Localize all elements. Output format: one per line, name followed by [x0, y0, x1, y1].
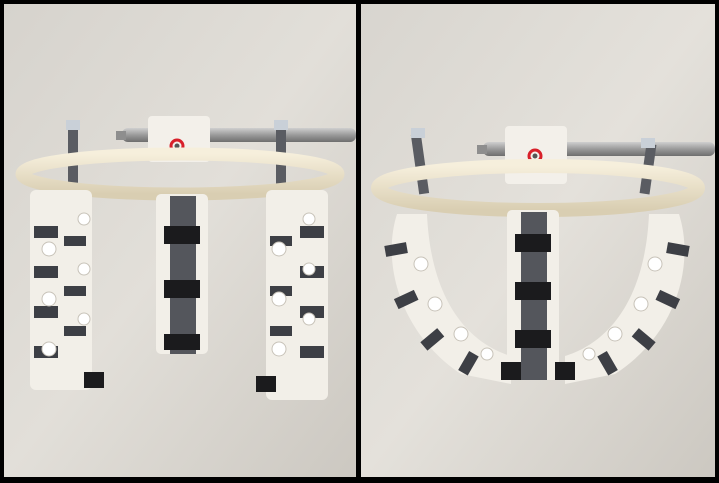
photo-panel-closed-gripper: [361, 4, 715, 477]
finger-left-curled: [384, 214, 521, 384]
closed-gripper-illustration: [361, 4, 715, 477]
photo-panel-open-gripper: [4, 4, 356, 477]
finger-right: [256, 190, 328, 400]
finger-left: [30, 190, 104, 390]
finger-center: [156, 194, 208, 354]
finger-center: [507, 210, 559, 380]
open-gripper-illustration: [4, 4, 356, 477]
finger-right-curled: [555, 214, 690, 384]
